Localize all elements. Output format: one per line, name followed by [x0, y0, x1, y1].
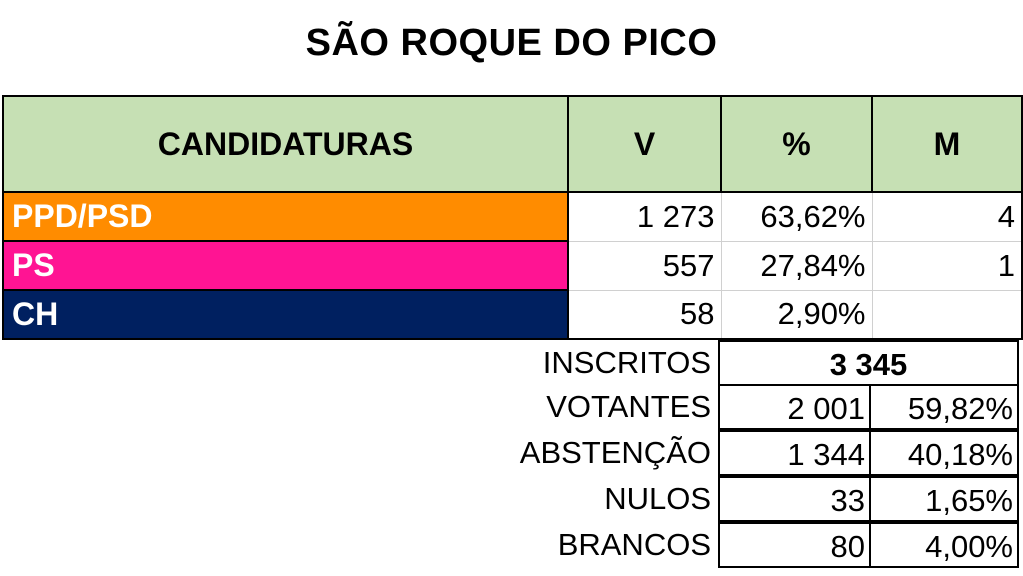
nulos-percent: 1,65%: [869, 476, 1019, 522]
abstencao-percent: 40,18%: [869, 430, 1019, 476]
votantes-percent: 59,82%: [869, 384, 1019, 430]
brancos-label: BRANCOS: [557, 527, 711, 562]
page-title: SÃO ROQUE DO PICO: [305, 22, 718, 64]
party-mandates: 4: [871, 191, 1023, 242]
results-table: CANDIDATURAS V % M PPD/PSD 1 273 63,62% …: [2, 95, 1023, 340]
votantes-value: 2 001: [718, 384, 871, 430]
party-votes: 1 273: [567, 191, 722, 242]
inscritos-label: INSCRITOS: [542, 345, 711, 380]
abstencao-value: 1 344: [718, 430, 871, 476]
brancos-value: 80: [718, 522, 871, 568]
party-percent: 2,90%: [720, 289, 873, 340]
party-percent: 63,62%: [720, 191, 873, 242]
summary-row-inscritos: INSCRITOS 3 345: [0, 340, 1023, 386]
header-votes: V: [567, 95, 722, 193]
party-percent: 27,84%: [720, 240, 873, 291]
header-candidaturas: CANDIDATURAS: [2, 95, 569, 193]
votantes-label: VOTANTES: [546, 389, 711, 424]
nulos-label: NULOS: [604, 481, 711, 516]
party-votes: 58: [567, 289, 722, 340]
table-row: PS 557 27,84% 1: [2, 240, 1023, 291]
table-row: CH 58 2,90%: [2, 289, 1023, 340]
summary-row-abstencao: ABSTENÇÃO 1 344 40,18%: [0, 430, 1023, 476]
party-mandates: [871, 289, 1023, 340]
summary-row-votantes: VOTANTES 2 001 59,82%: [0, 384, 1023, 430]
table-row: PPD/PSD 1 273 63,62% 4: [2, 191, 1023, 242]
summary-row-brancos: BRANCOS 80 4,00%: [0, 522, 1023, 568]
summary-row-nulos: NULOS 33 1,65%: [0, 476, 1023, 522]
party-votes: 557: [567, 240, 722, 291]
header-row: CANDIDATURAS V % M: [2, 95, 1023, 193]
abstencao-label: ABSTENÇÃO: [519, 435, 711, 470]
party-name: CH: [2, 289, 569, 340]
inscritos-value: 3 345: [718, 340, 1019, 386]
header-percent: %: [720, 95, 873, 193]
brancos-percent: 4,00%: [869, 522, 1019, 568]
party-mandates: 1: [871, 240, 1023, 291]
party-name: PS: [2, 240, 569, 291]
nulos-value: 33: [718, 476, 871, 522]
party-name: PPD/PSD: [2, 191, 569, 242]
header-mandates: M: [871, 95, 1023, 193]
